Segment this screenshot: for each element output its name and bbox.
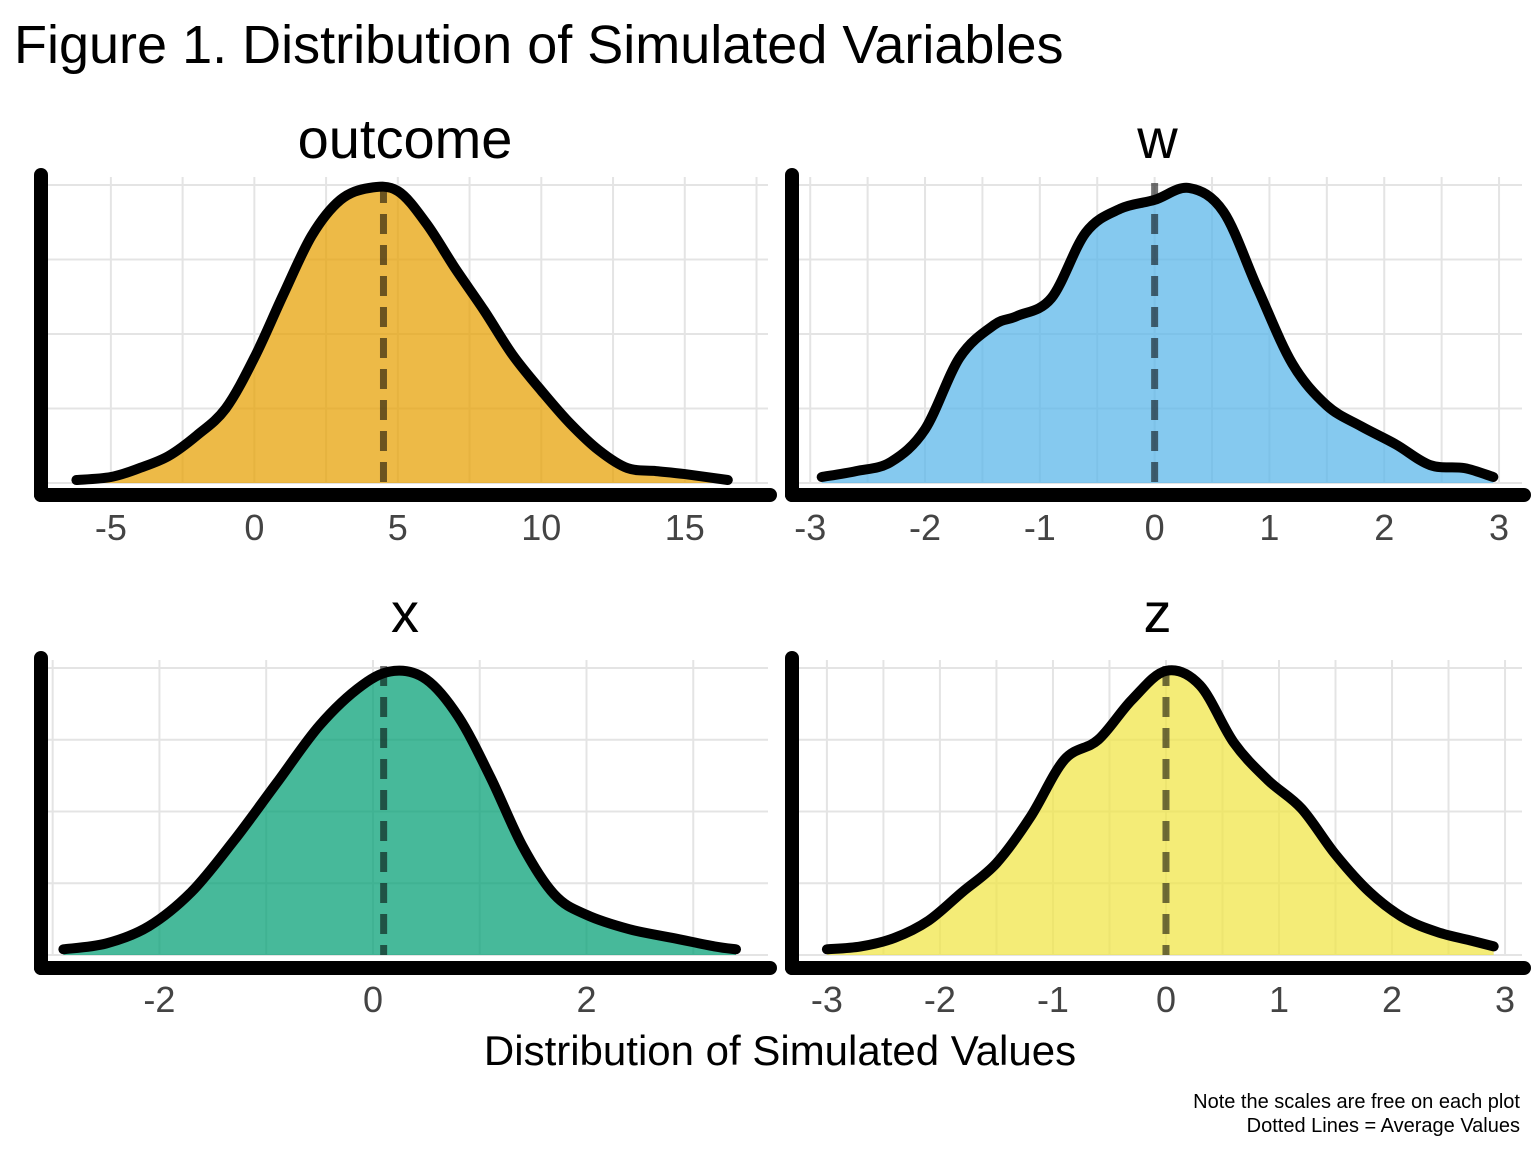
x-tick-label: -3 [811, 979, 843, 1020]
x-tick-label: 5 [388, 507, 408, 548]
x-tick-label: -2 [909, 507, 941, 548]
x-tick-label: -5 [95, 507, 127, 548]
density-area-outcome [76, 186, 728, 483]
x-tick-label: 1 [1269, 979, 1289, 1020]
x-tick-label: -2 [143, 979, 175, 1020]
x-tick-label: 0 [1156, 979, 1176, 1020]
caption-line-1: Note the scales are free on each plot [1193, 1091, 1520, 1113]
panel-title: z [1144, 581, 1172, 644]
x-tick-label: 2 [1374, 507, 1394, 548]
panel-outcome: -5 0 5 10 15 outcome [34, 107, 777, 548]
panel-title: w [1136, 107, 1178, 170]
x-tick-label: 3 [1495, 979, 1515, 1020]
x-tick-label: -2 [924, 979, 956, 1020]
x-tick-label: 10 [521, 507, 561, 548]
panel-z: -3 -2 -1 0 1 2 3 z [785, 581, 1531, 1020]
panel-w: -3 -2 -1 0 1 2 3 w [785, 107, 1531, 548]
x-tick-label: 0 [244, 507, 264, 548]
x-tick-label: 2 [1382, 979, 1402, 1020]
panel-title: outcome [298, 107, 513, 170]
density-curve-w [816, 182, 1499, 482]
x-axis-label: Distribution of Simulated Values [484, 1027, 1076, 1074]
x-tick-label: 1 [1259, 507, 1279, 548]
x-tick-label: -1 [1037, 979, 1069, 1020]
panel-title: x [391, 581, 419, 644]
panel-x: -2 0 2 x [34, 581, 777, 1020]
x-tick-label: -3 [794, 507, 826, 548]
density-area-z [826, 670, 1494, 955]
x-tick-label: 0 [1145, 507, 1165, 548]
x-tick-label: 2 [576, 979, 596, 1020]
x-tick-label: 15 [665, 507, 705, 548]
figure-title: Figure 1. Distribution of Simulated Vari… [14, 15, 1064, 75]
caption-line-2: Dotted Lines = Average Values [1247, 1115, 1520, 1137]
density-area-x [63, 670, 736, 955]
density-curve-x [58, 665, 741, 955]
x-tick-label: -1 [1024, 507, 1056, 548]
density-curve-outcome [71, 181, 733, 485]
x-tick-label: 3 [1489, 507, 1509, 548]
x-tick-label: 0 [363, 979, 383, 1020]
density-curve-z [821, 665, 1499, 955]
panels: -5 0 5 10 15 outcome -3 -2 -1 0 1 2 3 w -2 0 2 x -3 -2 -1 0 1 2… [34, 107, 1531, 1020]
